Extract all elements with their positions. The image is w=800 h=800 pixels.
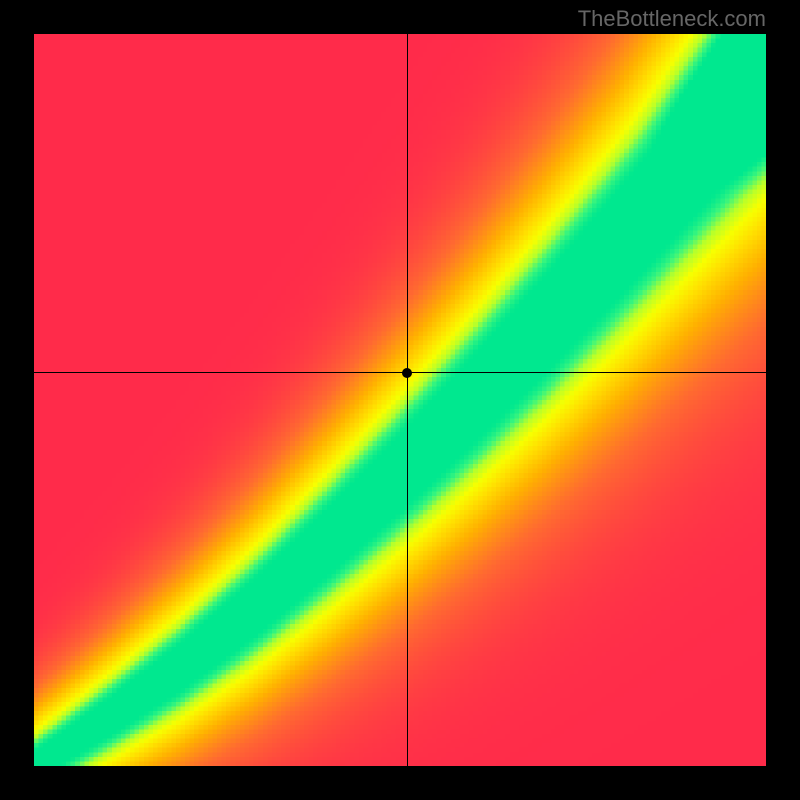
- bottleneck-heatmap: [34, 34, 766, 766]
- crosshair-horizontal: [34, 372, 766, 373]
- crosshair-vertical: [407, 34, 408, 766]
- watermark-text: TheBottleneck.com: [578, 6, 766, 32]
